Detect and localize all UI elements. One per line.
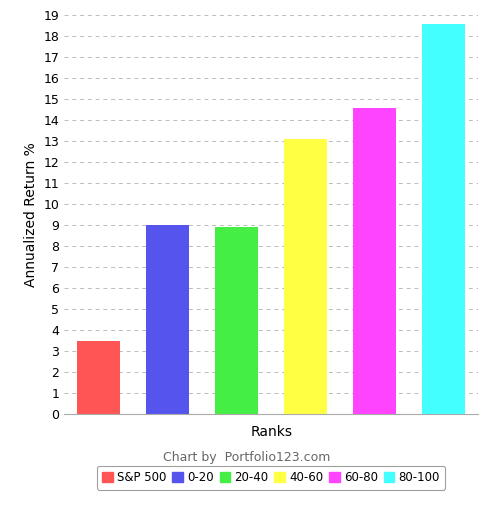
Bar (353, 108, 396, 414)
Text: Chart by  Portfolio123.com: Chart by Portfolio123.com (163, 450, 330, 464)
X-axis label: Ranks: Ranks (250, 425, 292, 438)
Bar (423, 24, 465, 414)
Y-axis label: Annualized Return %: Annualized Return % (24, 142, 38, 287)
Bar (284, 139, 327, 414)
Legend: S&P 500, 0-20, 20-40, 40-60, 60-80, 80-100: S&P 500, 0-20, 20-40, 40-60, 60-80, 80-1… (97, 466, 445, 489)
Bar (77, 340, 120, 414)
Bar (215, 227, 258, 414)
Bar (146, 225, 189, 414)
